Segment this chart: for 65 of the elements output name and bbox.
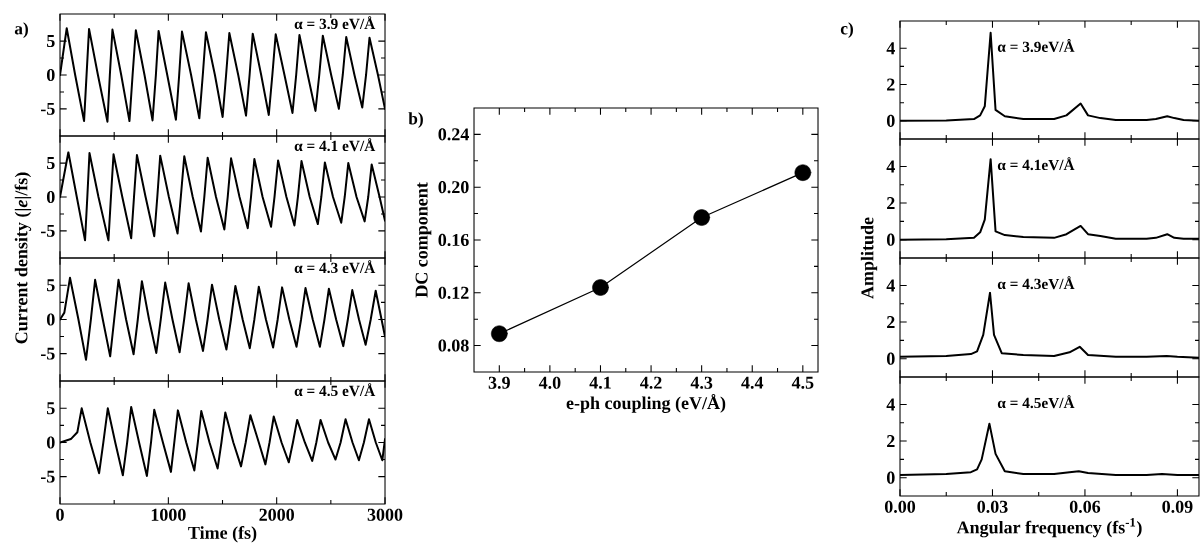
x-tick-label: 1000 bbox=[151, 508, 186, 521]
y-tick-label: -5 bbox=[40, 224, 55, 237]
x-axis-title: Angular frequency (fs$^{-1}$) bbox=[956, 518, 1142, 538]
x-tick-label: 4.1 bbox=[589, 376, 611, 389]
y-tick-label: 2 bbox=[887, 435, 895, 448]
chart-title: b) bbox=[408, 112, 423, 128]
y-tick-label: 0.12 bbox=[438, 286, 469, 299]
x-tick-label: 3.9 bbox=[488, 376, 510, 389]
x-tick-label: 0.09 bbox=[1162, 500, 1193, 513]
chart-title: a) bbox=[14, 22, 28, 38]
y-tick-label: -5 bbox=[40, 470, 55, 483]
x-tick-label: 4.2 bbox=[640, 376, 662, 389]
y-tick-label: 2 bbox=[887, 316, 895, 329]
x-tick-label: 0 bbox=[56, 508, 64, 521]
y-tick-label: 0.20 bbox=[438, 181, 469, 194]
legend-label: α = 4.5 eV/Å bbox=[294, 383, 376, 397]
x-tick-label: 4.0 bbox=[538, 376, 561, 389]
legend-label: α = 4.1 eV/Å bbox=[294, 138, 376, 152]
x-axis-title: e-ph coupling (eV/Å) bbox=[566, 394, 726, 413]
x-tick-label: 3000 bbox=[367, 508, 403, 521]
y-tick-label: 4 bbox=[886, 398, 895, 411]
y-tick-label: 0 bbox=[886, 114, 895, 127]
y-tick-label: 0.16 bbox=[438, 233, 469, 247]
x-tick-label: 4.4 bbox=[741, 376, 764, 389]
point bbox=[794, 164, 812, 181]
y-tick-label: 0.24 bbox=[438, 128, 469, 141]
y-axis-title: DC component bbox=[415, 182, 432, 298]
legend-label: α = 3.9 eV/Å bbox=[294, 16, 376, 30]
legend-label: α = 4.3 eV/Å bbox=[294, 260, 376, 274]
y-tick-label: 0 bbox=[46, 436, 55, 449]
y-tick-label: 5 bbox=[47, 279, 55, 292]
x-tick-label: 2000 bbox=[259, 508, 294, 521]
y-tick-label: 5 bbox=[47, 157, 55, 170]
y-tick-label: 0 bbox=[46, 190, 55, 204]
chart-title: c) bbox=[840, 22, 853, 38]
y-tick-label: 0 bbox=[886, 471, 895, 484]
y-tick-label: 0 bbox=[886, 352, 895, 365]
y-tick-label: 4 bbox=[886, 160, 895, 173]
y-tick-label: -5 bbox=[40, 102, 55, 115]
y-tick-label: 0 bbox=[886, 233, 895, 246]
y-tick-label: 2 bbox=[887, 78, 895, 91]
x-tick-label: 4.3 bbox=[690, 376, 713, 389]
legend-label: α = 4.1eV/Å bbox=[997, 157, 1075, 171]
y-axis-title: Amplitude bbox=[860, 217, 878, 299]
y-axis-title: Current density (|e|/fs) bbox=[14, 172, 32, 344]
y-tick-label: 0 bbox=[46, 313, 55, 326]
point bbox=[592, 279, 609, 296]
x-tick-label: 0.06 bbox=[1069, 500, 1101, 513]
y-tick-label: 0.08 bbox=[438, 339, 469, 352]
legend-label: α = 3.9eV/Å bbox=[997, 39, 1075, 53]
y-tick-label: 4 bbox=[886, 42, 895, 55]
x-tick-label: 0.03 bbox=[977, 500, 1008, 513]
y-tick-label: 5 bbox=[47, 402, 55, 415]
point bbox=[491, 325, 508, 342]
y-tick-label: 5 bbox=[47, 35, 55, 48]
point bbox=[693, 209, 710, 226]
y-tick-label: -5 bbox=[40, 347, 55, 360]
y-tick-label: 0 bbox=[46, 68, 55, 82]
legend-label: α = 4.3eV/Å bbox=[997, 276, 1075, 290]
y-tick-label: 2 bbox=[887, 197, 895, 210]
x-tick-label: 4.5 bbox=[791, 376, 814, 389]
x-axis-title: Time (fs) bbox=[188, 526, 257, 543]
legend-label: α = 4.5eV/Å bbox=[997, 395, 1075, 409]
x-tick-label: 0.00 bbox=[884, 500, 916, 513]
y-tick-label: 4 bbox=[886, 279, 895, 292]
